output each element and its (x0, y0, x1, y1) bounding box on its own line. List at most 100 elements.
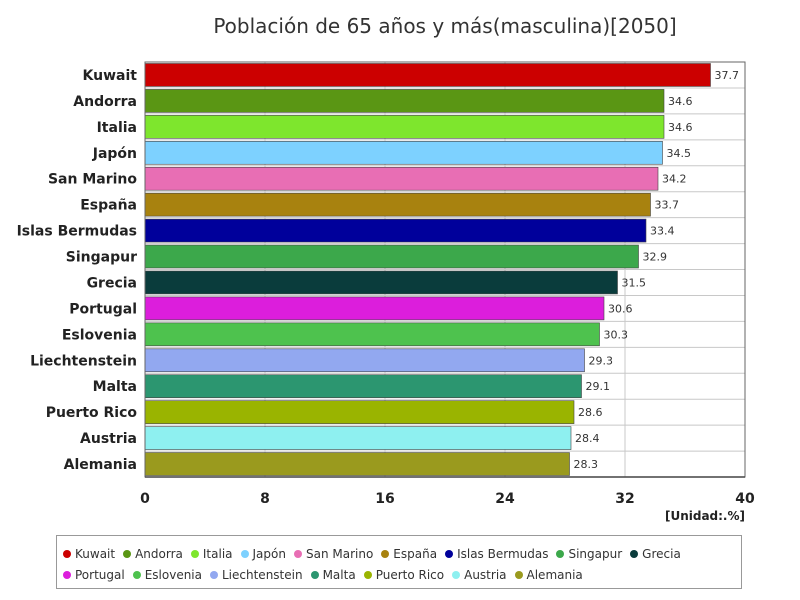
value-label: 29.1 (586, 380, 611, 393)
legend-label: San Marino (305, 546, 374, 561)
bar (144, 270, 618, 295)
legend-swatch (210, 570, 218, 579)
value-label: 29.3 (589, 354, 614, 367)
value-label: 34.2 (662, 173, 687, 186)
bar (144, 141, 663, 165)
bar (144, 322, 600, 347)
bar (144, 166, 659, 191)
value-label: 28.6 (578, 406, 603, 419)
bar (144, 89, 665, 113)
bar (144, 426, 572, 450)
legend-swatch (63, 549, 71, 558)
legend-label: Kuwait (75, 546, 116, 561)
legend-item: Kuwait (63, 543, 115, 564)
legend-swatch (310, 570, 319, 579)
value-label: 37.7 (715, 69, 740, 82)
category-label: Grecia (87, 275, 137, 291)
legend-item: Japón (240, 543, 286, 564)
legend-swatch (123, 549, 132, 558)
bar (144, 452, 570, 476)
legend-swatch (293, 549, 302, 558)
legend-item: Liechtenstein (210, 564, 303, 585)
x-tick-label: 40 (735, 491, 755, 507)
bar (144, 63, 711, 87)
legend-swatch (452, 570, 461, 579)
legend-label: Andorra (135, 546, 183, 561)
legend-item: Islas Bermudas (445, 543, 548, 564)
legend-label: Italia (202, 546, 233, 561)
chart-title: Población de 65 años y más(masculina)[20… (213, 14, 677, 38)
value-label: 28.3 (574, 458, 599, 471)
legend-item: Austria (452, 564, 507, 585)
legend-item: Italia (190, 543, 233, 564)
bar-chart: 0 8 16 24 32 40 37.7 Kuwait 34.6 Andorra 34.6 Itali… (17, 61, 755, 507)
legend-item: Andorra (123, 543, 183, 564)
category-label: Andorra (73, 94, 137, 110)
category-label: Malta (93, 379, 137, 395)
value-label: 34.6 (668, 95, 693, 108)
legend-swatch (445, 549, 454, 558)
x-tick-label: 24 (495, 491, 515, 507)
legend-swatch (190, 549, 199, 558)
bar (144, 192, 651, 217)
legend-label: Singapur (568, 546, 623, 561)
bar (144, 296, 605, 321)
value-label: 31.5 (622, 276, 647, 289)
legend-swatch (63, 570, 71, 579)
legend-label: Islas Bermudas (457, 546, 549, 561)
category-label: Eslovenia (62, 327, 137, 343)
legend-item: España (381, 543, 437, 564)
legend-item: Alemania (514, 564, 583, 585)
x-tick-label: 32 (615, 491, 634, 507)
category-label: Kuwait (83, 68, 138, 84)
bar (144, 374, 582, 398)
category-label: Austria (80, 431, 137, 447)
category-label: Puerto Rico (46, 405, 138, 421)
legend-item: Malta (310, 564, 356, 585)
legend-label: Alemania (526, 567, 583, 582)
legend: Kuwait Andorra Italia Japón San Marino España… (56, 535, 742, 589)
legend-item: Singapur (556, 543, 622, 564)
value-label: 32.9 (643, 251, 668, 264)
legend-item: Puerto Rico (363, 564, 445, 585)
legend-label: Eslovenia (144, 567, 202, 582)
bar (144, 115, 665, 139)
legend-swatch (556, 549, 565, 558)
legend-item: Portugal (63, 564, 125, 585)
value-label: 30.6 (608, 302, 633, 315)
value-label: 34.5 (667, 147, 692, 160)
unit-label: [Unidad:.%] (664, 509, 745, 523)
legend-swatch (132, 570, 141, 579)
legend-label: España (393, 546, 438, 561)
category-label: Liechtenstein (30, 353, 137, 369)
legend-label: Malta (322, 567, 356, 582)
legend-swatch (363, 570, 372, 579)
category-label: Singapur (66, 250, 137, 266)
legend-item: Grecia (630, 543, 681, 564)
category-label: San Marino (48, 172, 137, 188)
legend-swatch (630, 549, 639, 558)
category-label: Italia (97, 120, 137, 136)
legend-swatch (381, 549, 390, 558)
legend-label: Portugal (75, 567, 125, 582)
x-tick-label: 8 (260, 491, 270, 507)
bar (144, 400, 575, 424)
legend-item: San Marino (293, 543, 374, 564)
bar (144, 348, 585, 373)
value-label: 33.4 (650, 225, 675, 238)
category-label: Portugal (69, 301, 137, 317)
legend-label: Liechtenstein (222, 567, 303, 582)
category-label: Japón (92, 146, 137, 162)
legend-label: Puerto Rico (375, 567, 445, 582)
legend-label: Austria (464, 567, 507, 582)
value-label: 30.3 (604, 328, 629, 341)
category-label: España (80, 198, 137, 214)
legend-item: Eslovenia (132, 564, 202, 585)
value-label: 34.6 (668, 121, 693, 134)
x-tick-label: 0 (140, 491, 150, 507)
legend-swatch (514, 570, 523, 579)
value-label: 28.4 (575, 432, 600, 445)
category-label: Islas Bermudas (17, 224, 137, 240)
bar (144, 218, 647, 243)
bar (144, 244, 639, 269)
